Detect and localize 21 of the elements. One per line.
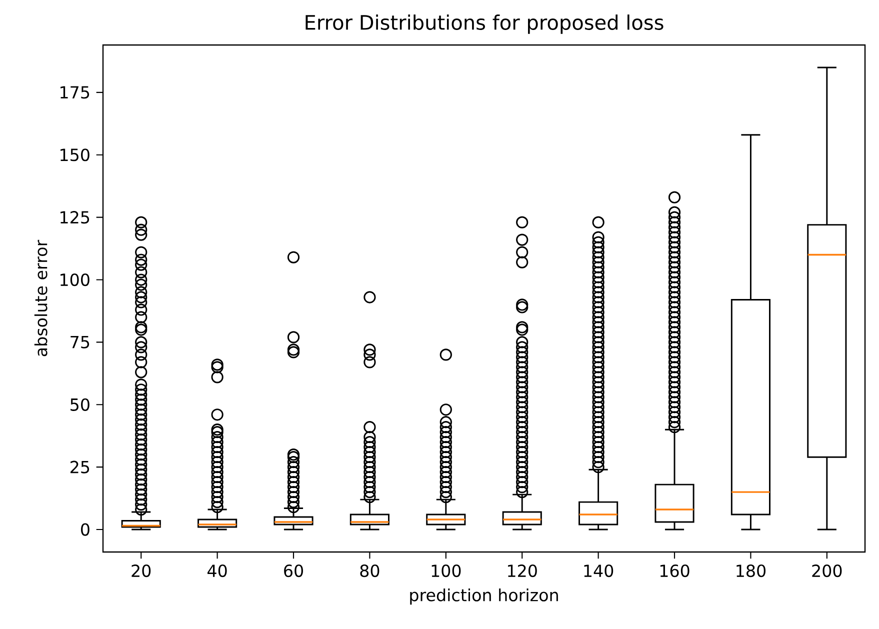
y-tick-label: 0 (81, 523, 90, 536)
x-tick-label: 20 (132, 564, 151, 578)
x-axis-title: prediction horizon (410, 588, 558, 605)
y-tick-label: 175 (60, 86, 90, 99)
y-axis-title: absolute error (34, 240, 48, 356)
x-tick-label: 180 (736, 564, 766, 578)
y-tick-label: 75 (70, 336, 90, 348)
x-tick-label: 200 (812, 564, 842, 578)
y-tick-label: 50 (70, 398, 90, 411)
x-tick-label: 100 (432, 564, 461, 578)
x-tick-label: 160 (660, 564, 690, 578)
y-tick-label: 125 (60, 211, 90, 224)
y-tick-label: 100 (60, 273, 90, 286)
chart-title: Error Distributions for proposed loss (306, 14, 664, 34)
y-tick-label: 25 (70, 460, 90, 474)
x-tick-label: 120 (508, 564, 537, 578)
x-tick-label: 80 (360, 564, 380, 578)
x-tick-label: 40 (208, 564, 227, 578)
x-tick-label: 140 (584, 564, 614, 578)
y-tick-label: 150 (60, 148, 90, 162)
x-tick-label: 60 (284, 564, 303, 578)
